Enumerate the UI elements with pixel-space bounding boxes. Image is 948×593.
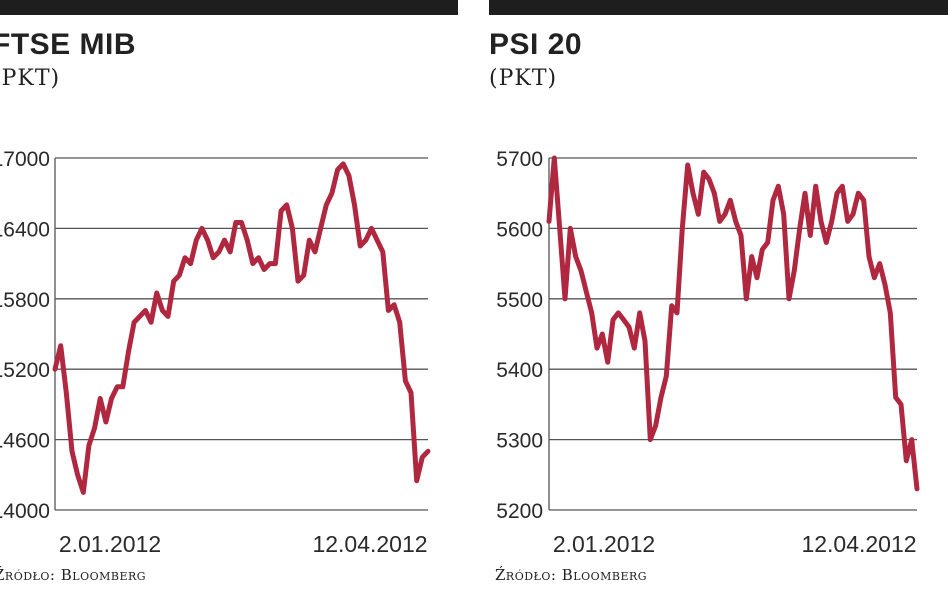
psi-20-panel: PSI 20 (PKT) 5200 5300 5400 5500 5600 5700 2.0… bbox=[489, 0, 948, 593]
x-tick-label: 2.01.2012 bbox=[59, 531, 161, 557]
panel-top-bar bbox=[0, 0, 458, 15]
y-tick-label: 5200 bbox=[496, 500, 543, 523]
y-tick-label: 14600 bbox=[0, 430, 50, 453]
y-tick-label: 16400 bbox=[0, 218, 50, 241]
y-tick-label: 5700 bbox=[496, 148, 543, 171]
series-line bbox=[52, 161, 431, 495]
chart-title: FTSE MIB bbox=[0, 28, 136, 61]
y-tick-label: 15200 bbox=[0, 359, 50, 382]
panel-top-bar bbox=[489, 0, 948, 15]
source-note: Źródło: Bloomberg bbox=[0, 566, 147, 584]
source-note: Źródło: Bloomberg bbox=[495, 566, 648, 584]
chart-unit: (PKT) bbox=[489, 66, 558, 91]
x-tick-label: 12.04.2012 bbox=[801, 531, 916, 557]
y-tick-label: 5400 bbox=[496, 359, 543, 382]
y-tick-label: 17000 bbox=[0, 148, 50, 171]
y-tick-label: 15800 bbox=[0, 289, 50, 312]
y-tick-label: 5600 bbox=[496, 218, 543, 241]
x-tick-label: 12.04.2012 bbox=[312, 531, 427, 557]
x-tick-label: 2.01.2012 bbox=[553, 531, 655, 557]
y-tick-label: 14000 bbox=[0, 500, 50, 523]
chart-unit: (PKT) bbox=[0, 66, 61, 91]
chart-title: PSI 20 bbox=[489, 28, 583, 61]
psi-20-chart: 5200 5300 5400 5500 5600 5700 2.01.2012 12.04.2… bbox=[496, 148, 920, 557]
ftse-mib-chart: 14000 14600 15200 15800 16400 17000 2.01.2012 1… bbox=[0, 148, 431, 557]
y-tick-label: 5500 bbox=[496, 289, 543, 312]
ftse-mib-panel: FTSE MIB (PKT) 14000 14600 15200 15800 16400… bbox=[0, 0, 458, 593]
series-line bbox=[546, 155, 920, 492]
y-tick-label: 5300 bbox=[496, 430, 543, 453]
